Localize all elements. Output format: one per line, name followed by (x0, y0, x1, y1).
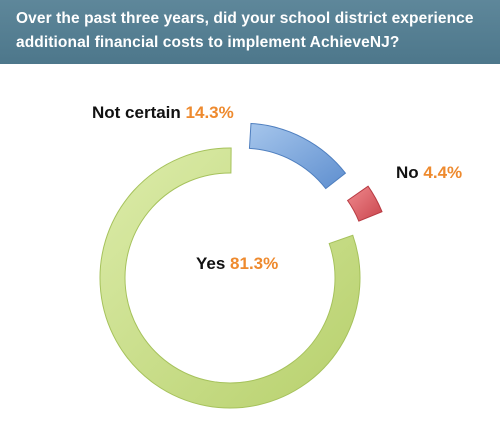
label-not-certain-name: Not certain (92, 103, 181, 122)
label-no-name: No (396, 163, 419, 182)
label-yes-percent: 81.3% (230, 254, 279, 273)
label-yes: Yes 81.3% (196, 254, 278, 274)
label-no: No 4.4% (396, 163, 462, 183)
slice-no (346, 185, 383, 222)
chart-header: Over the past three years, did your scho… (0, 0, 500, 64)
label-no-percent: 4.4% (423, 163, 463, 182)
label-not-certain-percent: 14.3% (185, 103, 234, 122)
slice-yes (99, 147, 361, 409)
donut-chart (99, 122, 383, 409)
slice-not-certain (248, 122, 347, 190)
label-not-certain: Not certain 14.3% (92, 103, 234, 123)
chart-title: Over the past three years, did your scho… (16, 10, 474, 51)
label-yes-name: Yes (196, 254, 226, 273)
